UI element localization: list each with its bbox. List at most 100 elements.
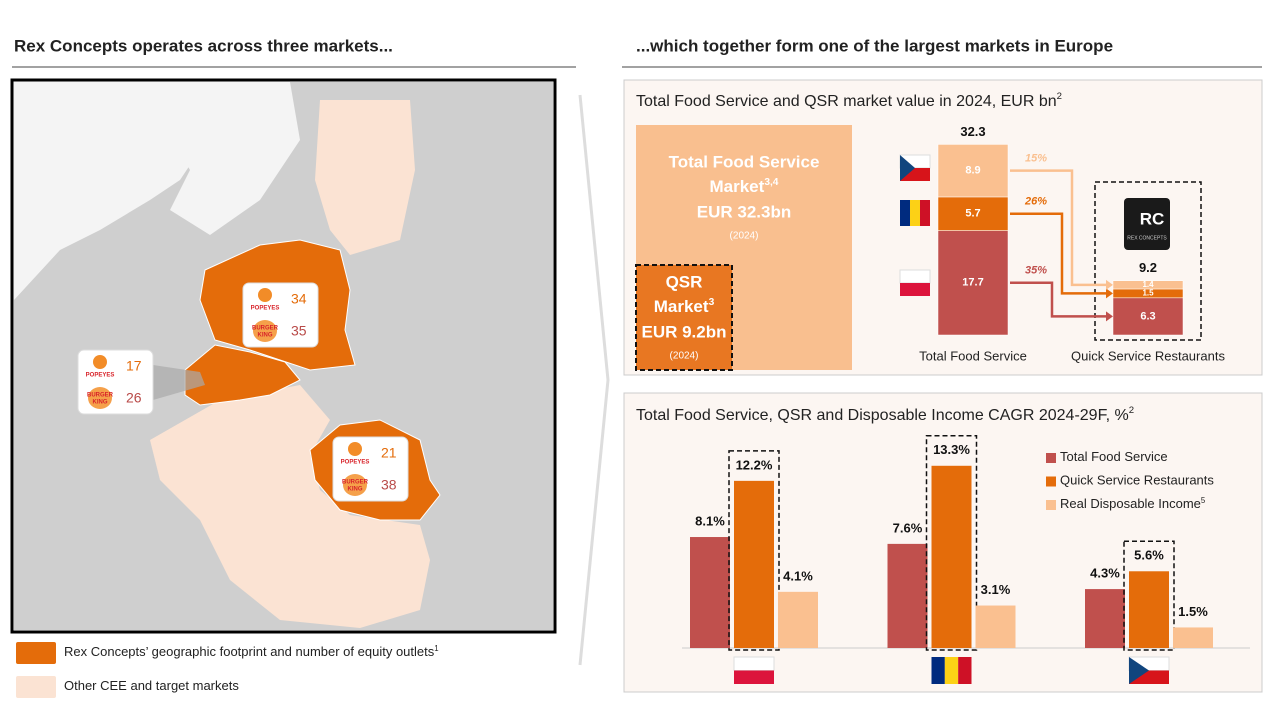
burger-king-logo-text: BURGER — [342, 480, 369, 486]
bar-segment — [937, 230, 1009, 336]
popeyes-logo — [348, 442, 362, 456]
popeyes-logo-text: POPEYES — [86, 373, 115, 379]
bar — [975, 605, 1016, 648]
legend-swatch — [16, 676, 56, 698]
flag — [931, 657, 945, 684]
share-arrow — [1010, 212, 1106, 295]
flag — [910, 200, 920, 226]
rich-text: Total Food Service and QSR market value … — [636, 91, 1062, 110]
outlet-callout — [332, 436, 409, 502]
note: 2 — [1129, 405, 1134, 416]
value-label: 7.6% — [893, 520, 923, 535]
box-text: EUR 9.2bn — [641, 322, 726, 341]
burger-king-logo-text: BURGER — [87, 393, 114, 399]
box-text: EUR 32.3bn — [697, 202, 791, 221]
value-label: 4.3% — [1090, 566, 1120, 581]
logo-mark: RC — [1140, 209, 1165, 228]
logo-text: REX CONCEPTS — [1127, 235, 1167, 241]
legend-swatch — [1046, 453, 1056, 463]
bar-segment — [937, 144, 1009, 198]
note: 1 — [434, 644, 438, 653]
logo — [1124, 198, 1170, 250]
text-part: Other CEE and target markets — [64, 678, 239, 693]
value-label: 13.3% — [933, 442, 970, 457]
value-label: 5.6% — [1134, 548, 1164, 563]
qsr-box — [635, 264, 733, 371]
segment-label: 17.7 — [962, 277, 983, 289]
baltic-states — [315, 100, 415, 255]
share-arrowhead — [1106, 288, 1113, 299]
flag — [1129, 657, 1149, 684]
popeyes-logo — [258, 288, 272, 302]
share-arrowhead — [1106, 279, 1113, 290]
segment-label: 5.7 — [965, 208, 980, 220]
text-part: Market — [710, 177, 765, 196]
burger-king-logo-text: KING — [348, 487, 363, 493]
note: 5 — [1201, 496, 1206, 505]
text-part: Total Food Service and QSR market value … — [636, 93, 1057, 110]
share-arrow — [1010, 281, 1106, 318]
box-text: Total Food Service — [669, 152, 820, 171]
category-label: Total Food Service — [919, 348, 1027, 363]
rich-text: Real Disposable Income5 — [1060, 496, 1206, 512]
map-frame — [10, 78, 557, 634]
segment-label: 8.9 — [965, 165, 980, 177]
left-heading: Rex Concepts operates across three marke… — [14, 36, 393, 55]
rich-text: Quick Service Restaurants — [1060, 473, 1214, 488]
value-label: 12.2% — [736, 457, 773, 472]
outlet-callout — [242, 282, 319, 348]
burger-king-outlets: 35 — [291, 323, 307, 339]
bar-segment — [937, 196, 1009, 231]
cee-markets — [150, 385, 430, 628]
legend-swatch — [16, 642, 56, 664]
note: 3 — [709, 297, 715, 308]
burger-king-logo-text: KING — [258, 333, 273, 339]
czechia — [184, 344, 301, 406]
flag — [733, 656, 775, 671]
bracket — [578, 94, 610, 666]
flag — [734, 670, 774, 684]
box-text: QSR — [666, 272, 703, 291]
text-part: Real Disposable Income — [1060, 496, 1201, 511]
flag — [944, 657, 959, 684]
rich-text: Market3 — [654, 297, 715, 316]
value-label: 4.1% — [783, 568, 813, 583]
burger-king-logo — [343, 474, 367, 496]
popeyes-logo-text: POPEYES — [251, 306, 280, 312]
text-part: Rex Concepts’ geographic footprint and n… — [64, 644, 435, 659]
share-label: 15% — [1025, 153, 1047, 165]
rich-text: Market3,4 — [710, 177, 779, 196]
flag — [920, 200, 930, 226]
highlight-box — [728, 450, 780, 651]
segment-label: 1.4 — [1142, 280, 1154, 289]
box-text: (2024) — [670, 351, 699, 362]
flag — [900, 155, 915, 181]
bar-segment — [1112, 297, 1184, 336]
segment-label: 1.5 — [1142, 289, 1154, 298]
right-heading: ...which together form one of the larges… — [636, 36, 1113, 55]
burger-king-logo-text: KING — [93, 400, 108, 406]
total-label: 32.3 — [960, 124, 985, 139]
flag — [899, 269, 931, 284]
highlight-box — [925, 435, 978, 651]
value-label: 3.1% — [981, 582, 1011, 597]
box-text: (2024) — [730, 231, 759, 242]
share-arrow — [1010, 169, 1106, 287]
bar — [887, 543, 928, 648]
bar — [734, 480, 774, 648]
note: 3,4 — [764, 177, 778, 188]
legend-swatch — [1046, 500, 1056, 510]
rich-text: Rex Concepts’ geographic footprint and n… — [64, 644, 439, 660]
text-part: Quick Service Restaurants — [1060, 473, 1214, 488]
text-part: Total Food Service, QSR and Disposable I… — [636, 407, 1129, 424]
text-part: Market — [654, 297, 709, 316]
rich-text: Total Food Service, QSR and Disposable I… — [636, 405, 1134, 424]
share-label: 26% — [1024, 196, 1047, 208]
note: 2 — [1057, 91, 1062, 102]
outlet-callout — [77, 349, 154, 415]
popeyes-outlets: 34 — [291, 291, 307, 307]
burger-king-outlets: 26 — [126, 390, 142, 406]
burger-king-logo-text: BURGER — [252, 326, 279, 332]
flag — [900, 200, 910, 226]
